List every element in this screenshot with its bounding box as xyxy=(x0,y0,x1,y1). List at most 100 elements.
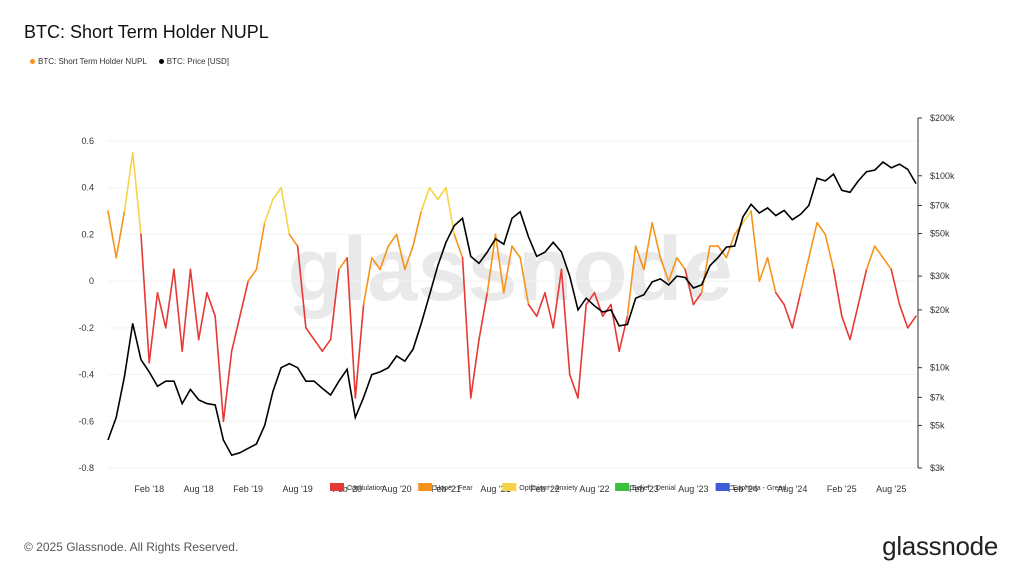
nupl-segment xyxy=(436,186,447,201)
right-tick-label: $5k xyxy=(930,420,945,430)
x-tick-label: Aug '24 xyxy=(777,484,807,494)
nupl-segment xyxy=(626,245,637,317)
nupl-segment xyxy=(865,245,876,271)
right-tick-label: $30k xyxy=(930,271,950,281)
nupl-segment xyxy=(535,292,546,317)
nupl-segment xyxy=(643,221,653,271)
nupl-segment xyxy=(354,303,365,399)
nupl-segment xyxy=(906,315,917,329)
x-tick-label: Feb '25 xyxy=(827,484,857,494)
glassnode-logo[interactable]: glassnode xyxy=(882,531,998,561)
x-tick-label: Aug '21 xyxy=(480,484,510,494)
zone-label: Capitulation xyxy=(347,485,384,492)
nupl-segment xyxy=(280,186,291,236)
nupl-segment xyxy=(890,268,901,306)
nupl-segment xyxy=(527,303,538,317)
zone-label: Euphoria - Greed xyxy=(733,485,787,492)
legend-item-price[interactable]: BTC: Price [USD] xyxy=(158,57,230,66)
nupl-segment xyxy=(519,256,530,306)
nupl-segment xyxy=(107,210,118,259)
nupl-segment xyxy=(461,256,472,399)
nupl-segment xyxy=(898,303,909,329)
x-tick-label: Feb '19 xyxy=(233,484,263,494)
nupl-series xyxy=(107,151,917,423)
nupl-segment xyxy=(420,186,431,212)
legend-item-nupl[interactable]: BTC: Short Term Holder NUPL xyxy=(30,57,147,66)
nupl-segment xyxy=(247,268,258,282)
nupl-segment xyxy=(684,268,695,306)
x-tick-label: Aug '19 xyxy=(283,484,313,494)
left-tick-label: 0.2 xyxy=(81,229,94,239)
nupl-segment xyxy=(758,256,769,282)
nupl-segment xyxy=(362,256,373,306)
nupl-segment xyxy=(832,268,843,317)
nupl-segment xyxy=(387,233,398,247)
nupl-segment xyxy=(808,221,818,259)
nupl-segment xyxy=(577,303,588,399)
legend-label-nupl: BTC: Short Term Holder NUPL xyxy=(38,57,147,66)
nupl-segment xyxy=(131,151,142,236)
zone-legend: Capitulation Hope - Fear Optimism - Anxiet… xyxy=(330,483,786,492)
nupl-segment xyxy=(428,186,439,201)
nupl-segment xyxy=(676,256,686,271)
x-tick-label: Aug '25 xyxy=(876,484,906,494)
nupl-segment xyxy=(115,210,126,259)
nupl-segment xyxy=(882,256,893,271)
right-tick-label: $70k xyxy=(930,200,950,210)
right-tick-label: $50k xyxy=(930,229,950,239)
nupl-segment xyxy=(560,268,571,376)
nupl-segment xyxy=(412,210,423,247)
nupl-segment xyxy=(659,256,670,282)
left-tick-label: -0.8 xyxy=(78,463,94,473)
nupl-segment xyxy=(840,315,851,341)
right-tick-label: $20k xyxy=(930,305,950,315)
nupl-segment xyxy=(239,280,249,317)
gridlines xyxy=(108,140,916,469)
nupl-segment xyxy=(164,268,175,329)
x-tick-label: Aug '22 xyxy=(579,484,609,494)
left-tick-label: 0.4 xyxy=(81,183,94,193)
legend: BTC: Short Term Holder NUPL BTC: Price [… xyxy=(30,57,229,66)
nupl-segment xyxy=(173,268,184,353)
nupl-segment xyxy=(313,338,324,353)
nupl-segment xyxy=(148,292,159,364)
nupl-segment xyxy=(338,256,348,271)
nupl-segment xyxy=(742,210,752,224)
nupl-segment xyxy=(255,221,266,271)
zone-swatch xyxy=(418,483,433,491)
nupl-segment xyxy=(478,292,489,341)
nupl-segment xyxy=(230,315,241,353)
nupl-segment xyxy=(140,233,151,364)
nupl-segment xyxy=(329,268,340,341)
nupl-segment xyxy=(750,210,761,282)
nupl-segment xyxy=(511,245,522,259)
left-axis-ticks: 0.6 0.4 0.2 0 -0.2 -0.4 -0.6 -0.8 xyxy=(78,136,94,473)
left-tick-label: -0.4 xyxy=(78,370,94,380)
zone-label: Hope - Fear xyxy=(435,485,473,492)
left-tick-label: 0.6 xyxy=(81,136,94,146)
nupl-segment xyxy=(214,315,225,423)
nupl-segment xyxy=(552,268,563,329)
legend-dot-price xyxy=(158,59,164,64)
legend-label-price: BTC: Price [USD] xyxy=(166,57,230,66)
watermark: glassnode xyxy=(287,220,732,320)
nupl-segment xyxy=(502,245,513,294)
x-tick-label: Aug '20 xyxy=(381,484,411,494)
nupl-segment xyxy=(263,198,274,224)
nupl-segment xyxy=(379,245,390,271)
x-tick-label: Feb '18 xyxy=(134,484,164,494)
nupl-segment xyxy=(305,327,315,341)
nupl-segment xyxy=(272,186,282,201)
x-tick-label: Aug '23 xyxy=(678,484,708,494)
zone-label: Optimism - Anxiety xyxy=(519,485,578,492)
nupl-segment xyxy=(766,256,777,294)
nupl-segment xyxy=(296,245,307,329)
nupl-segment xyxy=(404,245,414,271)
nupl-segment xyxy=(288,233,299,247)
nupl-segment xyxy=(123,151,134,212)
x-tick-label: Feb '22 xyxy=(530,484,560,494)
x-tick-label: Aug '18 xyxy=(184,484,214,494)
right-tick-label: $3k xyxy=(930,463,945,473)
nupl-segment xyxy=(181,268,192,353)
